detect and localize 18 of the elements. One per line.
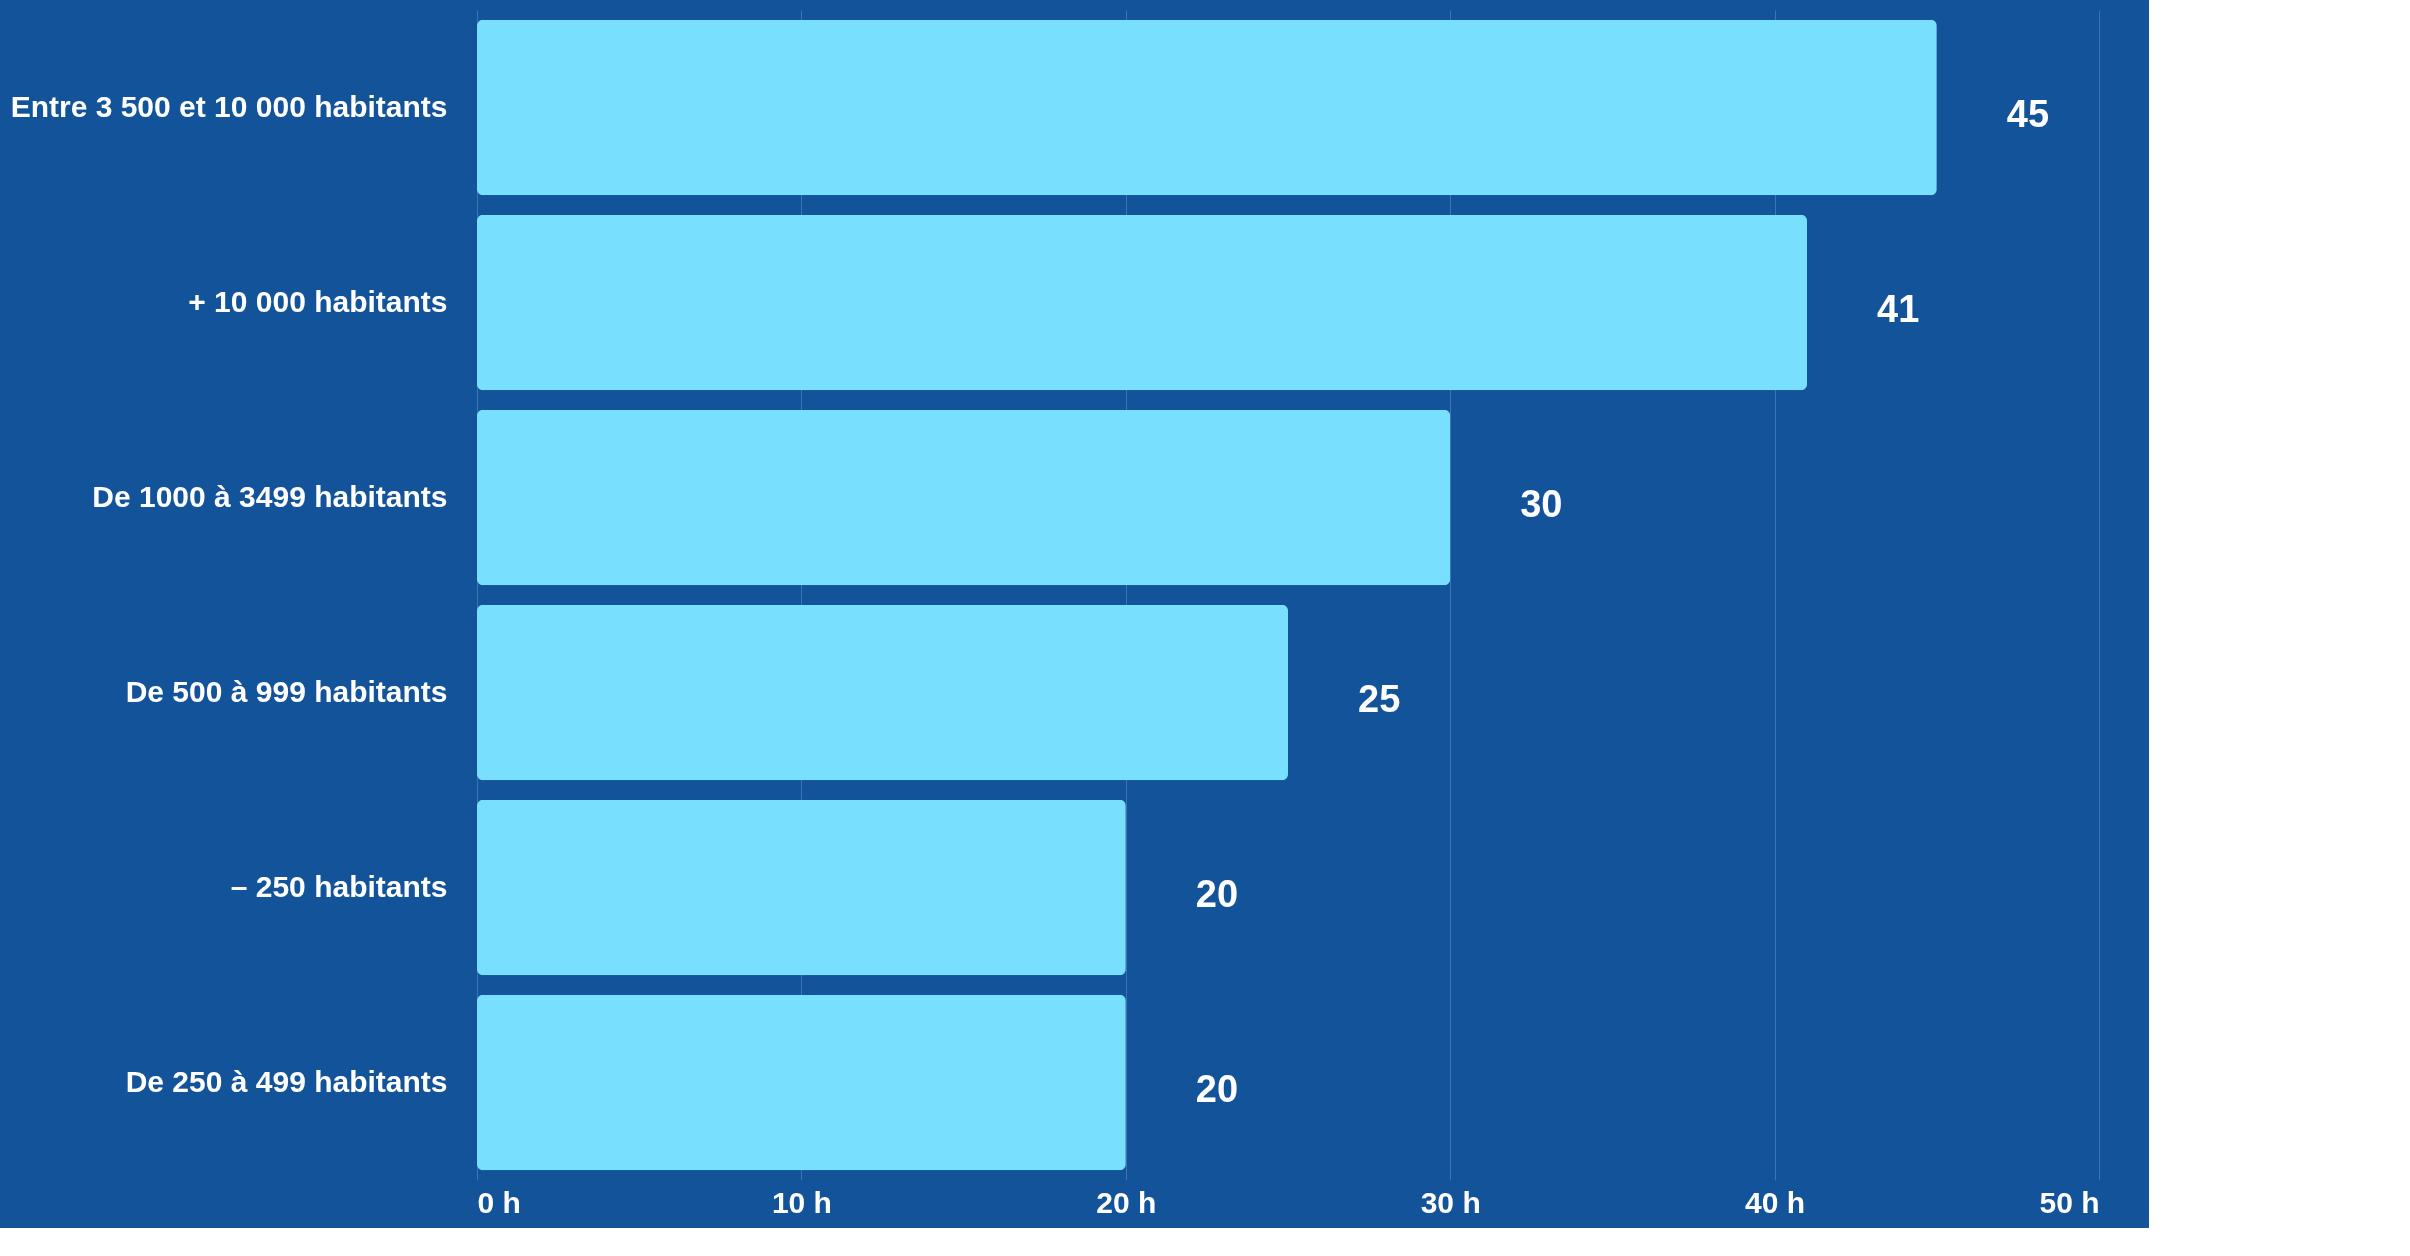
- data-label: 25: [1358, 677, 1401, 720]
- y-tick-label: De 250 à 499 habitants: [125, 1064, 448, 1098]
- data-label: 41: [1877, 287, 1920, 330]
- x-tick-label: 50 h: [2039, 1185, 2100, 1219]
- y-tick-label: Entre 3 500 et 10 000 habitants: [10, 89, 448, 123]
- y-tick-label: De 1000 à 3499 habitants: [92, 479, 448, 513]
- data-label: 30: [1520, 482, 1563, 525]
- y-tick-label: De 500 à 999 habitants: [125, 674, 448, 708]
- data-label: 20: [1195, 1067, 1239, 1110]
- data-label: 45: [2006, 92, 2050, 135]
- x-tick-label: 30 h: [1420, 1185, 1481, 1219]
- y-tick-label: + 10 000 habitants: [188, 284, 448, 318]
- x-tick-label: 20 h: [1096, 1185, 1157, 1219]
- x-tick-label: 10 h: [771, 1185, 832, 1219]
- x-tick-label: 0 h: [477, 1185, 521, 1219]
- data-label: 20: [1195, 872, 1239, 915]
- x-tick-label: 40 h: [1745, 1185, 1806, 1219]
- y-tick-label: – 250 habitants: [230, 869, 448, 903]
